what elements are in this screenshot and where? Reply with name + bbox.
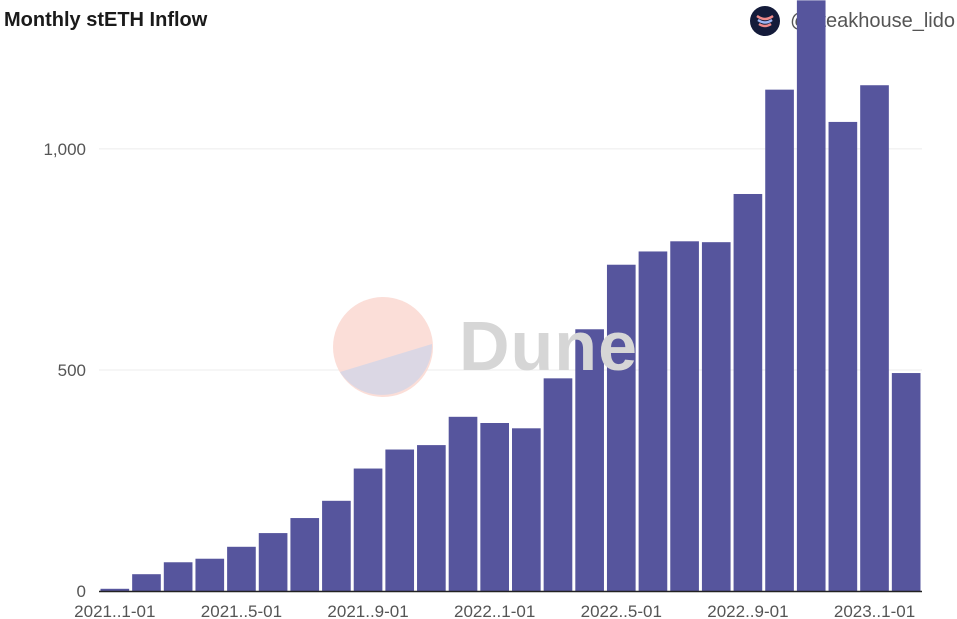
x-tick-label: 2021..9-01 [327,602,408,619]
x-tick-label: 2023..1-01 [834,602,915,619]
bar[interactable] [290,518,320,591]
chart-title: Monthly stETH Inflow [4,9,208,31]
bar[interactable] [132,574,161,591]
bar[interactable] [606,264,636,591]
bar[interactable] [638,251,668,591]
author-link[interactable]: @steakhouse_lido [750,6,955,36]
bar[interactable] [796,0,826,592]
bar[interactable] [322,500,351,591]
bar[interactable] [701,242,731,591]
bar[interactable] [100,588,130,591]
bar[interactable] [891,373,921,591]
bar[interactable] [860,85,889,592]
x-tick-label: 2022..9-01 [707,602,788,619]
x-tick-label: 2022..5-01 [581,602,662,619]
bar[interactable] [828,121,858,591]
x-tick-label: 2022..1-01 [454,602,535,619]
x-tick-label: 2021..1-01 [74,602,155,619]
bar[interactable] [670,241,699,591]
y-tick-label: 1,000 [43,140,86,159]
steakhouse-logo-icon [750,6,781,36]
bar[interactable] [353,468,383,591]
bar[interactable] [543,378,573,591]
bar[interactable] [733,193,763,591]
y-tick-label: 500 [58,361,86,380]
bar[interactable] [195,558,225,591]
bar[interactable] [417,445,446,591]
bar[interactable] [448,416,478,591]
bar[interactable] [480,423,509,591]
bar[interactable] [575,329,604,591]
bar[interactable] [765,89,794,591]
bar[interactable] [258,533,288,591]
bar[interactable] [385,449,415,591]
x-tick-label: 2021..5-01 [201,602,282,619]
y-tick-label: 0 [77,582,86,601]
author-handle: @steakhouse_lido [790,9,955,32]
bar[interactable] [512,428,541,591]
bar[interactable] [163,562,193,591]
bar[interactable] [227,546,256,591]
